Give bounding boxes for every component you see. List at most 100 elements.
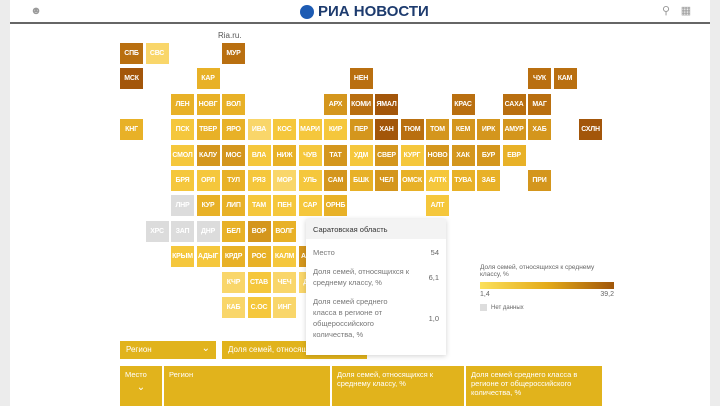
region-tile[interactable]: КУРГ — [400, 144, 424, 166]
region-tile[interactable]: ОРЛ — [196, 170, 220, 191]
region-tile[interactable]: СВС — [145, 43, 169, 64]
region-tile[interactable]: КАЛУ — [196, 144, 220, 166]
region-tile[interactable]: ИВА — [247, 119, 271, 141]
region-tile[interactable]: СТАВ — [247, 271, 271, 293]
region-tile[interactable]: ОРНБ — [324, 195, 347, 217]
region-tile[interactable]: ХАН — [375, 119, 398, 141]
region-tile[interactable]: САР — [298, 195, 322, 217]
region-tile[interactable]: КАМ — [553, 68, 577, 90]
region-tile[interactable]: ПРИ — [528, 170, 551, 191]
region-tile[interactable]: БУР — [477, 144, 500, 166]
region-select[interactable]: Регион ⌄ — [120, 341, 216, 359]
region-tile[interactable]: НОВО — [426, 144, 449, 166]
region-tile[interactable]: КАР — [196, 68, 220, 90]
region-tile[interactable]: МОР — [273, 170, 296, 191]
region-tile[interactable]: КЧР — [222, 271, 245, 293]
region-tile[interactable]: БЕЛ — [222, 220, 245, 242]
region-tile[interactable]: ЧЕЧ — [273, 271, 296, 293]
column-header-share-total[interactable]: Доля семей среднего класса в регионе от … — [466, 366, 602, 406]
region-tile[interactable]: ВОЛ — [222, 93, 245, 115]
region-tile[interactable]: БШК — [349, 170, 373, 191]
logo-text: РИА НОВОСТИ — [318, 3, 429, 20]
region-tile[interactable]: ТАТ — [324, 144, 347, 166]
region-tile[interactable]: ТОМ — [426, 119, 449, 141]
region-tile[interactable]: АЛТ — [426, 195, 449, 217]
region-tile[interactable]: НОВГ — [196, 93, 220, 115]
region-tile[interactable]: САХА — [502, 93, 526, 115]
region-tile[interactable]: ЗАП — [171, 220, 194, 242]
logo[interactable]: РИА НОВОСТИ — [300, 3, 429, 20]
region-tile[interactable]: БРЯ — [171, 170, 194, 191]
region-tile[interactable]: ВЛА — [247, 144, 271, 166]
region-tile[interactable]: МСК — [120, 68, 143, 90]
region-tile[interactable]: ЯМАЛ — [375, 93, 398, 115]
region-tile[interactable]: МУР — [222, 43, 245, 64]
region-tile[interactable]: КРАС — [451, 93, 475, 115]
region-tile[interactable]: МОС — [222, 144, 245, 166]
region-tile[interactable]: СМОЛ — [171, 144, 194, 166]
region-tile[interactable]: РЯЗ — [247, 170, 271, 191]
region-tile[interactable]: ХРС — [145, 220, 169, 242]
region-tile[interactable]: НЕН — [349, 68, 373, 90]
user-icon[interactable]: ☻ — [30, 5, 42, 17]
region-tile[interactable]: ЯРО — [222, 119, 245, 141]
region-tile[interactable]: КОС — [273, 119, 296, 141]
region-tile[interactable]: УЛЬ — [298, 170, 322, 191]
region-tile[interactable]: НИЖ — [273, 144, 296, 166]
region-tile[interactable]: САМ — [324, 170, 347, 191]
column-header-region[interactable]: Регион — [164, 366, 330, 406]
region-tile[interactable]: ЧУК — [528, 68, 551, 90]
region-tile[interactable]: СВЕР — [375, 144, 398, 166]
region-tile[interactable]: ЧЕЛ — [375, 170, 398, 191]
search-icon[interactable]: ⚲ — [661, 5, 671, 17]
region-tile[interactable]: АРХ — [324, 93, 347, 115]
region-tile[interactable]: КУР — [196, 195, 220, 217]
region-tile[interactable]: ТУВА — [451, 170, 475, 191]
region-tile[interactable]: КИР — [324, 119, 347, 141]
region-tile[interactable]: ОМСК — [400, 170, 424, 191]
region-tile[interactable]: ЛНР — [171, 195, 194, 217]
region-tile[interactable]: АЛТК — [426, 170, 449, 191]
region-tile[interactable]: ИНГ — [273, 297, 296, 318]
region-tile[interactable]: ЛИП — [222, 195, 245, 217]
region-tile[interactable]: УДМ — [349, 144, 373, 166]
region-tile[interactable]: ЗАБ — [477, 170, 500, 191]
region-tile[interactable]: АМУР — [502, 119, 526, 141]
region-tile[interactable]: ДНР — [196, 220, 220, 242]
region-tile[interactable]: МАРИ — [298, 119, 322, 141]
region-tile[interactable]: КОМИ — [349, 93, 373, 115]
region-tile[interactable]: ПСК — [171, 119, 194, 141]
region-tile[interactable]: КАБ — [222, 297, 245, 318]
legend-gradient — [480, 282, 614, 289]
legend-title: Доля семей, относящихся к среднему класс… — [480, 264, 595, 278]
region-tile[interactable]: КРДР — [222, 246, 245, 268]
region-tile[interactable]: ВОЛГ — [273, 220, 296, 242]
region-tile[interactable]: ЛЕН — [171, 93, 194, 115]
tooltip-value: 6,1 — [428, 272, 439, 282]
chat-icon[interactable]: ▦ — [680, 5, 692, 17]
region-tile[interactable]: РОС — [247, 246, 271, 268]
region-tile[interactable]: СХЛН — [579, 119, 602, 141]
region-tile[interactable]: ТВЕР — [196, 119, 220, 141]
column-header-rank[interactable]: Место ⌄ — [120, 366, 162, 406]
region-tile[interactable]: ИРК — [477, 119, 500, 141]
column-header-share[interactable]: Доля семей, относящихся к среднему класс… — [332, 366, 464, 406]
region-tile[interactable]: ЕВР — [502, 144, 526, 166]
region-tile[interactable]: ТЮМ — [400, 119, 424, 141]
region-tile[interactable]: ВОР — [247, 220, 271, 242]
region-tile[interactable]: КАЛМ — [273, 246, 296, 268]
region-tile[interactable]: ЧУВ — [298, 144, 322, 166]
region-tile[interactable]: СПБ — [120, 43, 143, 64]
region-tile[interactable]: ПЕН — [273, 195, 296, 217]
region-tile[interactable]: ХАБ — [528, 119, 551, 141]
region-tile[interactable]: ХАК — [451, 144, 475, 166]
region-tile[interactable]: КРЫМ — [171, 246, 194, 268]
region-tile[interactable]: ТАМ — [247, 195, 271, 217]
region-tile[interactable]: МАГ — [528, 93, 551, 115]
region-tile[interactable]: КНГ — [120, 119, 143, 141]
region-tile[interactable]: ПЕР — [349, 119, 373, 141]
region-tile[interactable]: КЕМ — [451, 119, 475, 141]
region-tile[interactable]: АДЫГ — [196, 246, 220, 268]
region-tile[interactable]: ТУЛ — [222, 170, 245, 191]
region-tile[interactable]: С.ОС — [247, 297, 271, 318]
